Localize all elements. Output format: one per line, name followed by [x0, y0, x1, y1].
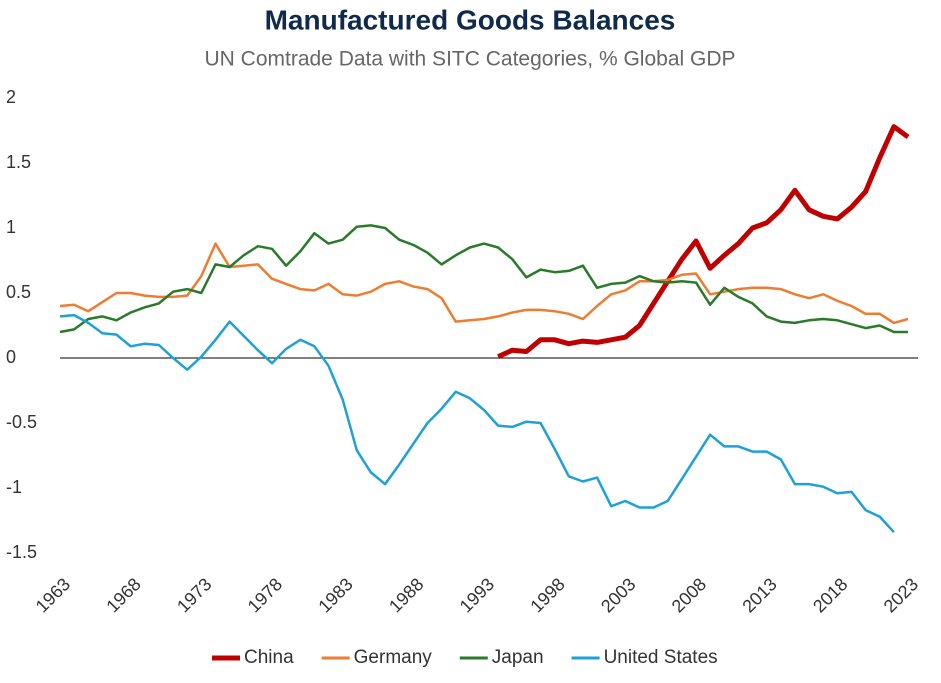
series-line	[59, 313, 895, 534]
x-tick-label: 2013	[738, 574, 780, 616]
series-line	[59, 224, 908, 334]
x-tick-label: 1978	[244, 574, 286, 616]
y-tick-label: 1.5	[6, 152, 31, 172]
x-tick-label: 2008	[668, 574, 710, 616]
y-tick-label: 0	[6, 347, 16, 367]
legend-label: United States	[604, 647, 718, 668]
series-line	[59, 242, 909, 325]
x-tick-label: 1993	[456, 574, 498, 616]
x-tick-label: 1973	[173, 574, 215, 616]
x-tick-label: 2023	[880, 574, 922, 616]
y-tick-label: -1.5	[6, 542, 37, 562]
x-tick-label: 1963	[32, 574, 74, 616]
legend-label: Japan	[492, 647, 544, 668]
y-tick-label: 0.5	[6, 282, 31, 302]
legend-label: Germany	[354, 647, 433, 668]
y-tick-label: 2	[6, 87, 16, 107]
y-tick-label: 1	[6, 217, 16, 237]
x-tick-label: 2003	[597, 574, 639, 616]
chart-title: Manufactured Goods Balances	[265, 4, 676, 35]
x-tick-label: 2018	[809, 574, 851, 616]
x-tick-label: 1998	[526, 574, 568, 616]
x-tick-label: 1983	[314, 574, 356, 616]
legend-label: China	[244, 647, 294, 668]
series-line	[497, 124, 910, 359]
y-tick-label: -1	[6, 477, 22, 497]
chart-subtitle: UN Comtrade Data with SITC Categories, %…	[204, 48, 735, 71]
x-tick-label: 1988	[385, 574, 427, 616]
x-tick-label: 1968	[102, 574, 144, 616]
y-tick-label: -0.5	[6, 412, 37, 432]
